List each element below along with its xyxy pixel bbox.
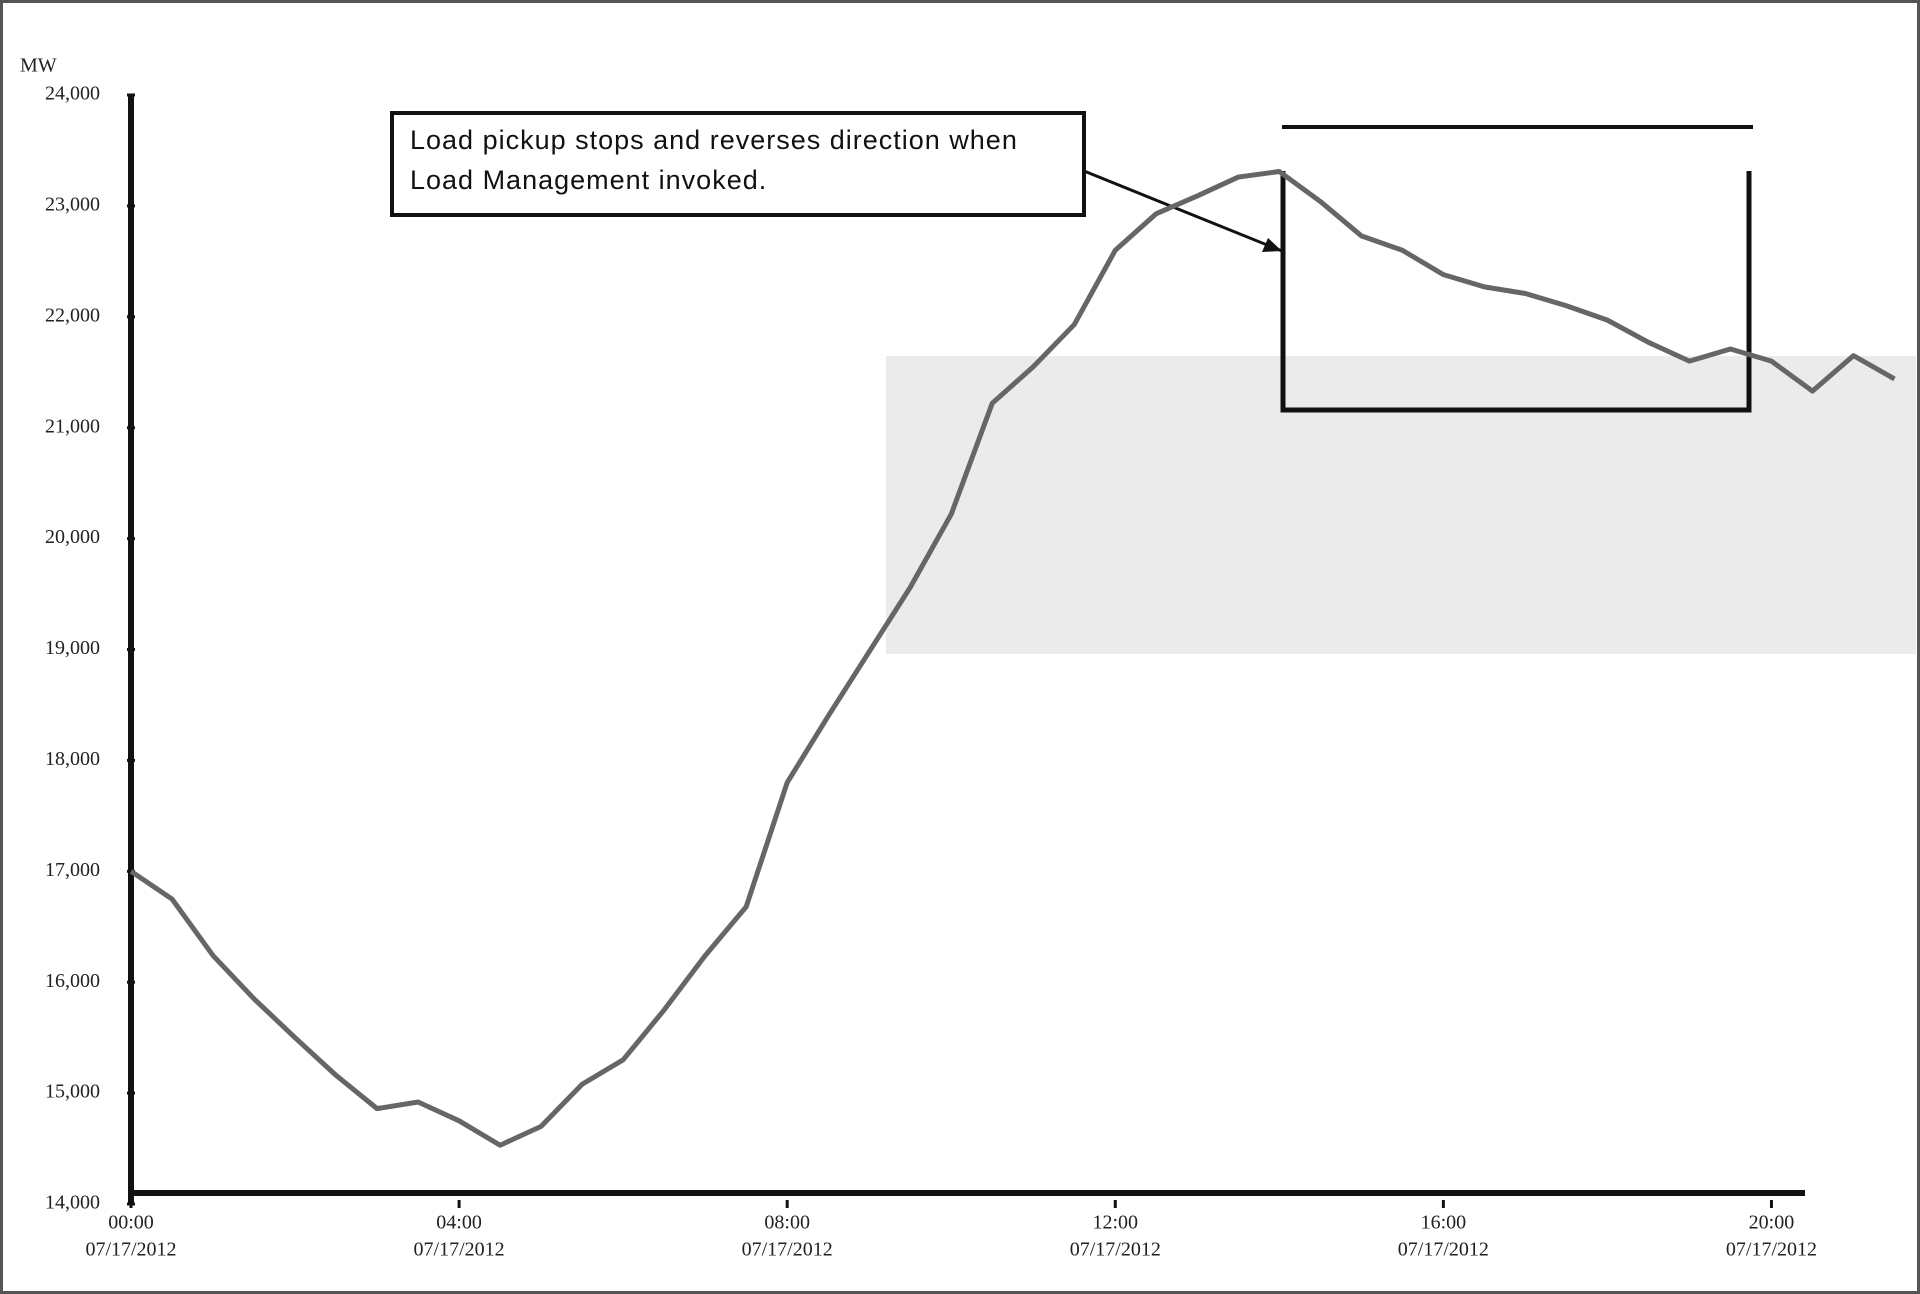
highlight-box	[1280, 171, 1752, 413]
x-tick-label: 04:00	[436, 1212, 482, 1234]
x-tick-label: 12:00	[1092, 1212, 1138, 1234]
x-tick-date: 07/17/2012	[414, 1239, 505, 1261]
y-tick-label: 14,000	[45, 1192, 100, 1214]
load-line	[129, 169, 1896, 1148]
y-tick-label: 24,000	[45, 83, 100, 105]
x-tick-date: 07/17/2012	[1070, 1239, 1161, 1261]
x-tick-label: 08:00	[764, 1212, 810, 1234]
x-tick-date: 07/17/2012	[1726, 1239, 1817, 1261]
x-tick-date: 07/17/2012	[1398, 1239, 1489, 1261]
annotation-holder: Load pickup stops and reverses direction…	[410, 125, 1018, 195]
y-axis-label: MW	[20, 55, 57, 77]
y-tick-label: 22,000	[45, 304, 100, 326]
y-tick-label: 19,000	[45, 637, 100, 659]
x-tick-label: 00:00	[108, 1212, 154, 1234]
y-tick-label: 23,000	[45, 193, 100, 215]
annotation: Load pickup stops and reverses direction…	[410, 125, 1018, 195]
y-tick-label: 20,000	[45, 526, 100, 548]
y-tick-label: 17,000	[45, 859, 100, 881]
y-tick-label: 18,000	[45, 748, 100, 770]
x-tick-label: 16:00	[1421, 1212, 1467, 1234]
plot-shading	[886, 356, 1916, 654]
y-tick-label: 21,000	[45, 415, 100, 437]
y-tick-label: 16,000	[45, 970, 100, 992]
x-tick-label: 20:00	[1749, 1212, 1795, 1234]
annotation-arrow	[1083, 169, 1283, 253]
x-tick-date: 07/17/2012	[85, 1239, 176, 1261]
x-tick-date: 07/17/2012	[742, 1239, 833, 1261]
annotation-box	[390, 111, 1086, 217]
y-tick-label: 15,000	[45, 1081, 100, 1103]
arrow-head	[1262, 238, 1282, 252]
